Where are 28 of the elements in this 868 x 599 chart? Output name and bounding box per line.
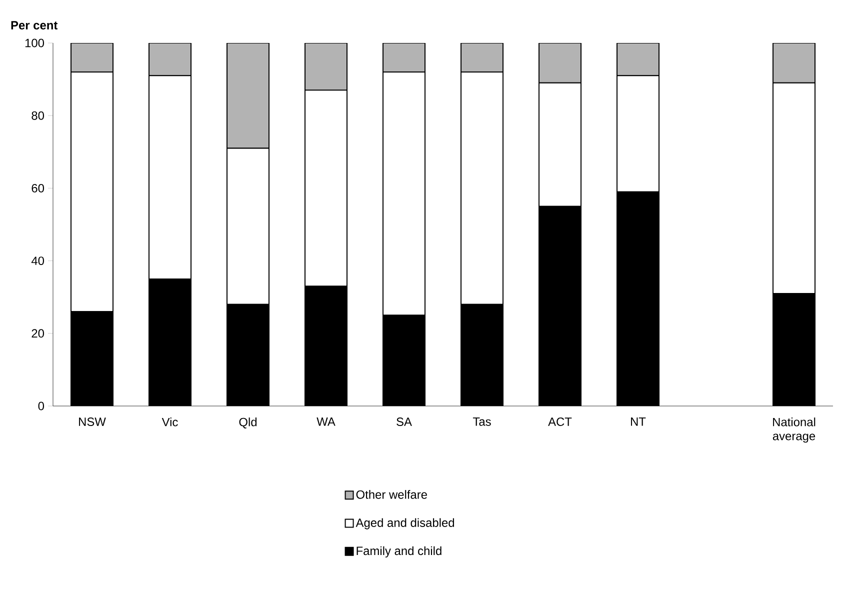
x-tick-label: NT bbox=[631, 418, 646, 426]
x-tick-label: NSW bbox=[79, 418, 106, 426]
y-tick-label: 40 bbox=[31, 256, 44, 266]
y-tick-label: 0 bbox=[38, 402, 44, 410]
bar bbox=[70, 43, 114, 73]
legend-label: Family and child bbox=[356, 546, 442, 558]
y-tick-label: 80 bbox=[32, 111, 44, 120]
bar bbox=[772, 43, 816, 84]
x-tick-label: Vic bbox=[162, 418, 178, 426]
legend-label: Aged and disabled bbox=[356, 518, 454, 530]
y-axis-title: Per cent bbox=[11, 21, 58, 30]
legend-label: Other welfare bbox=[356, 490, 427, 499]
x-tick-label: SA bbox=[396, 418, 412, 426]
x-tick-label: National average bbox=[772, 418, 816, 443]
bar bbox=[148, 43, 192, 76]
x-tick-label: Qld bbox=[239, 418, 257, 428]
bar bbox=[304, 43, 348, 91]
x-tick-label: WA bbox=[316, 418, 336, 426]
y-tick-label: 100 bbox=[25, 38, 44, 48]
bar bbox=[538, 43, 582, 84]
bar bbox=[616, 43, 660, 76]
bar bbox=[460, 43, 504, 73]
bar bbox=[226, 43, 270, 149]
x-tick-label: ACT bbox=[548, 418, 572, 426]
y-tick-label: 60 bbox=[32, 184, 44, 192]
y-tick-label: 20 bbox=[32, 329, 44, 338]
bar bbox=[382, 43, 426, 73]
x-tick-label: Tas bbox=[472, 418, 491, 426]
